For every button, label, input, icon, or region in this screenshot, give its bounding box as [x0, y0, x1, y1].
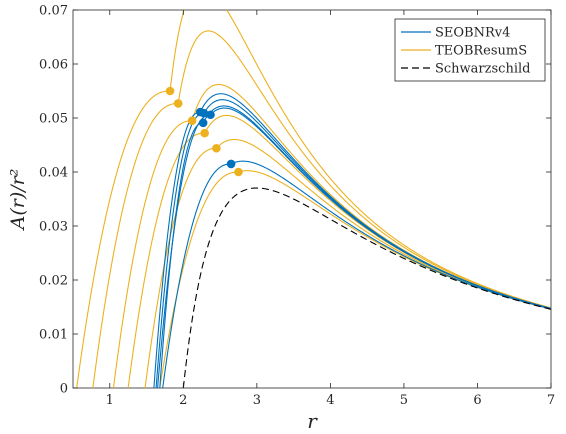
x-axis-label: r	[307, 409, 318, 433]
legend-label: TEOBResumS	[435, 44, 527, 59]
markers-layer	[166, 87, 243, 177]
teobresums-peak-marker	[234, 168, 243, 177]
y-tick-label: 0.01	[39, 328, 68, 343]
x-tick-label: 5	[400, 393, 408, 408]
teobresums-peak-marker	[166, 87, 175, 96]
legend: SEOBNRv4 TEOBResumS Schwarzschild	[395, 19, 545, 81]
series-teobresums-line	[113, 84, 551, 388]
series-seobnrv4-line	[156, 100, 551, 388]
teobresums-peak-marker	[174, 99, 183, 108]
y-tick-label: 0.05	[39, 112, 68, 127]
teobresums-peak-marker	[188, 116, 197, 125]
x-tick-label: 4	[326, 393, 334, 408]
seobnrv4-peak-marker	[199, 119, 208, 128]
series-seobnrv4-line	[163, 161, 551, 388]
y-tick-label: 0.03	[39, 220, 68, 235]
y-tick-label: 0.02	[39, 274, 68, 289]
legend-label: SEOBNRv4	[435, 26, 510, 41]
series-teobresums-line	[160, 171, 551, 388]
x-tick-label: 3	[253, 393, 261, 408]
legend-label: Schwarzschild	[435, 62, 530, 77]
y-tick-label: 0.04	[39, 166, 68, 181]
seobnrv4-peak-marker	[227, 160, 236, 169]
x-tick-label: 2	[179, 393, 187, 408]
teobresums-peak-marker	[212, 144, 221, 153]
series-schwarzschild-line	[183, 188, 551, 388]
x-tick-label: 6	[473, 393, 481, 408]
x-tick-label: 1	[106, 393, 114, 408]
y-tick-label: 0	[60, 382, 68, 397]
series-teobresums-line	[128, 115, 551, 388]
y-tick-label: 0.06	[39, 58, 68, 73]
seobnrv4-peak-marker	[206, 110, 215, 119]
teobresums-peak-marker	[200, 129, 209, 138]
x-tick-label: 7	[547, 393, 555, 408]
series-teobresums-line	[145, 140, 551, 389]
series-seobnrv4-line	[154, 94, 551, 388]
y-tick-label: 0.07	[39, 4, 68, 19]
y-axis-label: A(r)/r²	[7, 169, 29, 232]
series-teobresums-line	[93, 31, 551, 388]
